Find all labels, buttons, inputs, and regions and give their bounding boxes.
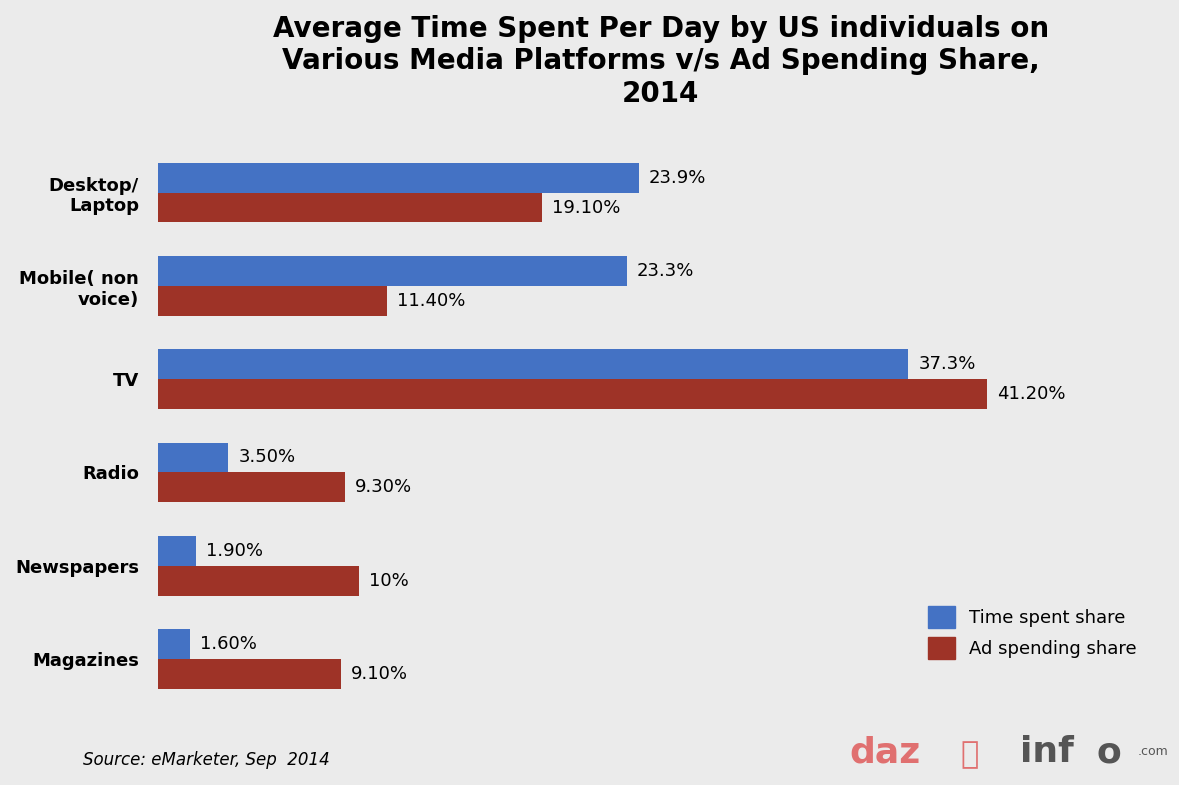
Bar [158,192,542,222]
Bar [158,379,987,409]
Text: daz: daz [849,736,920,769]
Bar [158,286,387,316]
Text: 9.10%: 9.10% [351,665,408,683]
Bar [158,536,196,566]
Text: 10%: 10% [369,571,409,590]
Text: Ⓞ: Ⓞ [961,740,979,769]
Title: Average Time Spent Per Day by US individuals on
Various Media Platforms v/s Ad S: Average Time Spent Per Day by US individ… [272,15,1049,108]
Bar [158,349,908,379]
Bar [158,473,345,502]
Text: Source: eMarketer, Sep  2014: Source: eMarketer, Sep 2014 [83,751,329,769]
Text: o: o [1096,736,1121,769]
Bar [158,256,627,286]
Bar [158,566,358,596]
Legend: Time spent share, Ad spending share: Time spent share, Ad spending share [910,588,1155,677]
Text: 41.20%: 41.20% [997,385,1066,403]
Text: 37.3%: 37.3% [918,356,976,373]
Text: .com: .com [1138,744,1168,758]
Bar [158,659,341,688]
Text: 1.90%: 1.90% [206,542,263,560]
Bar [158,443,229,473]
Text: inf: inf [1020,736,1074,769]
Text: 9.30%: 9.30% [355,478,413,496]
Text: 23.3%: 23.3% [637,262,694,280]
Text: 11.40%: 11.40% [397,292,466,310]
Bar [158,629,190,659]
Text: 3.50%: 3.50% [238,448,296,466]
Bar [158,162,639,192]
Text: 23.9%: 23.9% [648,169,706,187]
Text: 1.60%: 1.60% [200,635,257,653]
Text: 19.10%: 19.10% [552,199,620,217]
